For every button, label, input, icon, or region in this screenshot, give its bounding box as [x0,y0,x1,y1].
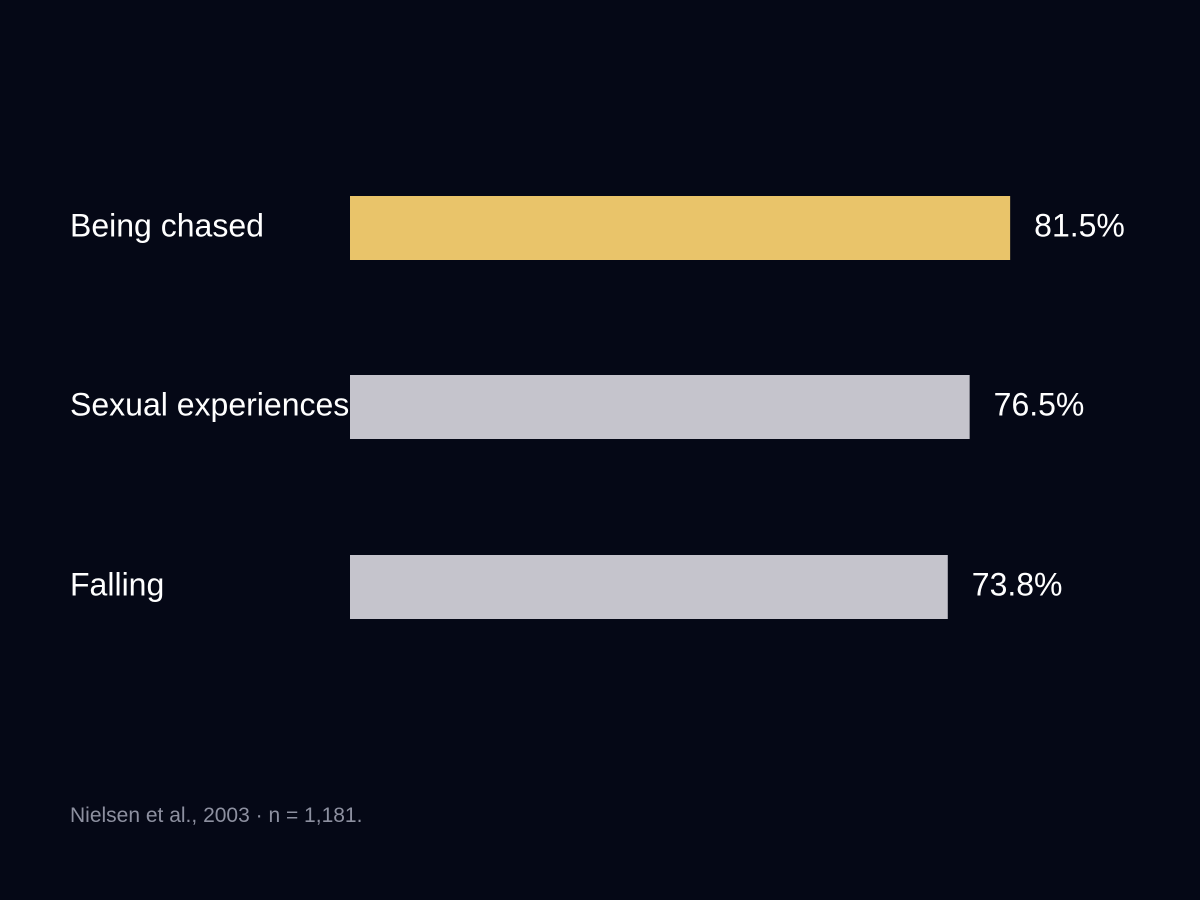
value-label: 76.5% [994,386,1085,422]
bars-group: Being chased 81.5% Sexual experiences 76.5%… [70,196,1125,619]
bar [350,196,1011,260]
category-label: Falling [70,566,164,602]
category-label: Being chased [70,207,264,243]
bar [350,375,970,439]
value-label: 73.8% [972,566,1063,602]
value-label: 81.5% [1034,207,1125,243]
bar [350,555,948,619]
category-label: Sexual experiences [70,386,349,422]
source-note: Nielsen et al., 2003 · n = 1,181. [70,804,363,827]
